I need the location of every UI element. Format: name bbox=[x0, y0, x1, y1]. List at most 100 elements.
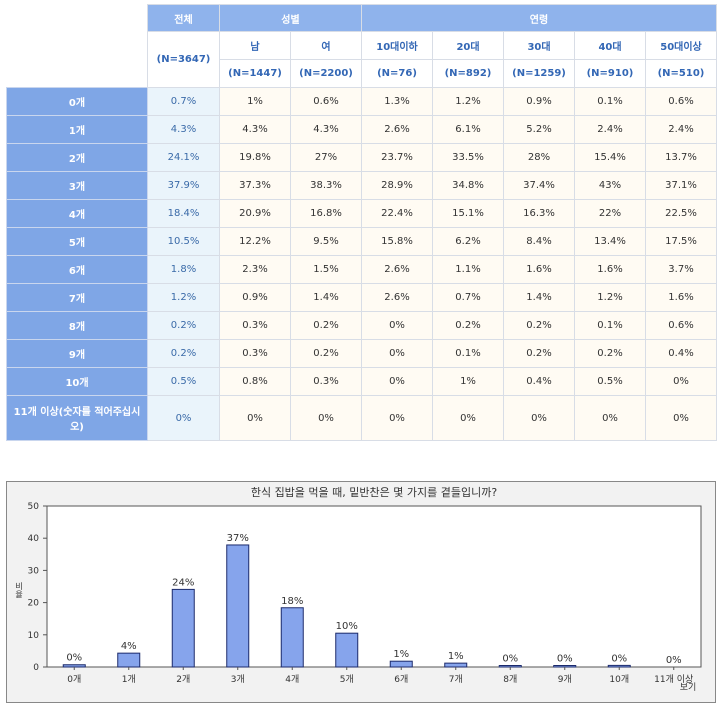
value-cell: 2.6% bbox=[361, 115, 433, 144]
value-cell: 0.1% bbox=[574, 311, 646, 340]
value-cell: 0.6% bbox=[290, 87, 362, 116]
table-row: 4개 18.4% 20.9% 16.8% 22.4% 15.1% 16.3% 22% 22.5% bbox=[6, 199, 717, 228]
value-cell: 0% bbox=[432, 395, 504, 441]
value-cell: 6.1% bbox=[432, 115, 504, 144]
column-sample-size: (N=1447) bbox=[219, 59, 291, 88]
bar bbox=[444, 662, 468, 668]
value-cell: 0.1% bbox=[574, 87, 646, 116]
total-cell: 37.9% bbox=[147, 171, 220, 200]
column-sample-size: (N=1259) bbox=[503, 59, 575, 88]
value-cell: 34.8% bbox=[432, 171, 504, 200]
value-cell: 38.3% bbox=[290, 171, 362, 200]
value-cell: 13.7% bbox=[645, 143, 717, 172]
value-cell: 5.2% bbox=[503, 115, 575, 144]
y-axis-label: 비율 bbox=[15, 582, 24, 598]
bar bbox=[498, 665, 522, 668]
row-label: 9개 bbox=[6, 339, 148, 368]
value-cell: 17.5% bbox=[645, 227, 717, 256]
value-cell: 0.8% bbox=[219, 367, 291, 396]
bar bbox=[280, 607, 304, 668]
data-label: 1% bbox=[393, 649, 409, 660]
bar bbox=[171, 588, 195, 668]
total-cell: 24.1% bbox=[147, 143, 220, 172]
x-tick-label: 0개 bbox=[67, 674, 81, 685]
row-label: 4개 bbox=[6, 199, 148, 228]
value-cell: 0.1% bbox=[432, 339, 504, 368]
x-tick-label: 5개 bbox=[340, 674, 354, 685]
value-cell: 0.2% bbox=[432, 311, 504, 340]
plot-area bbox=[46, 505, 702, 668]
value-cell: 1.4% bbox=[503, 283, 575, 312]
value-cell: 0% bbox=[290, 395, 362, 441]
data-label: 4% bbox=[121, 641, 137, 652]
x-tick-label: 7개 bbox=[449, 674, 463, 685]
value-cell: 20.9% bbox=[219, 199, 291, 228]
value-cell: 16.8% bbox=[290, 199, 362, 228]
table-row: 2개 24.1% 19.8% 27% 23.7% 33.5% 28% 15.4% 13.7% bbox=[6, 143, 717, 172]
table-row: 1개 4.3% 4.3% 4.3% 2.6% 6.1% 5.2% 2.4% 2.4% bbox=[6, 115, 717, 144]
value-cell: 28.9% bbox=[361, 171, 433, 200]
value-cell: 0% bbox=[361, 395, 433, 441]
data-label: 1% bbox=[448, 651, 464, 662]
column-sample-size: (N=76) bbox=[361, 59, 433, 88]
y-tick-label: 40 bbox=[28, 534, 40, 544]
total-cell: 0.2% bbox=[147, 339, 220, 368]
column-header: 40대 bbox=[574, 31, 646, 60]
value-cell: 0.2% bbox=[574, 339, 646, 368]
bar bbox=[117, 652, 141, 668]
value-cell: 0.3% bbox=[219, 311, 291, 340]
value-cell: 0.5% bbox=[574, 367, 646, 396]
value-cell: 8.4% bbox=[503, 227, 575, 256]
value-cell: 0.2% bbox=[290, 311, 362, 340]
table-row: 8개 0.2% 0.3% 0.2% 0% 0.2% 0.2% 0.1% 0.6% bbox=[6, 311, 717, 340]
table-row: 10개 0.5% 0.8% 0.3% 0% 1% 0.4% 0.5% 0% bbox=[6, 367, 717, 396]
value-cell: 1% bbox=[432, 367, 504, 396]
row-label: 2개 bbox=[6, 143, 148, 172]
total-cell: 0.5% bbox=[147, 367, 220, 396]
data-label: 10% bbox=[336, 621, 358, 632]
value-cell: 0.9% bbox=[503, 87, 575, 116]
total-cell: 10.5% bbox=[147, 227, 220, 256]
value-cell: 22.4% bbox=[361, 199, 433, 228]
value-cell: 3.7% bbox=[645, 255, 717, 284]
row-label: 11개 이상(숫자를 적어주십시오) bbox=[6, 395, 148, 441]
results-table: 전체 성별 연령 (N=3647) 남 여 10대이하 20대 30대 40대 50대이상 … bbox=[6, 4, 717, 441]
column-header: 남 bbox=[219, 31, 291, 60]
data-label: 0% bbox=[502, 654, 518, 665]
total-cell: 18.4% bbox=[147, 199, 220, 228]
column-sample-size: (N=892) bbox=[432, 59, 504, 88]
value-cell: 1.6% bbox=[503, 255, 575, 284]
value-cell: 22.5% bbox=[645, 199, 717, 228]
value-cell: 0.7% bbox=[432, 283, 504, 312]
data-label: 0% bbox=[66, 653, 82, 664]
value-cell: 1.6% bbox=[574, 255, 646, 284]
table-row: 0개 0.7% 1% 0.6% 1.3% 1.2% 0.9% 0.1% 0.6% bbox=[6, 87, 717, 116]
value-cell: 0% bbox=[361, 311, 433, 340]
value-cell: 1.5% bbox=[290, 255, 362, 284]
table-row: 9개 0.2% 0.3% 0.2% 0% 0.1% 0.2% 0.2% 0.4% bbox=[6, 339, 717, 368]
value-cell: 12.2% bbox=[219, 227, 291, 256]
value-cell: 9.5% bbox=[290, 227, 362, 256]
value-cell: 0.2% bbox=[503, 311, 575, 340]
value-cell: 4.3% bbox=[219, 115, 291, 144]
table-row: 5개 10.5% 12.2% 9.5% 15.8% 6.2% 8.4% 13.4% 17.5% bbox=[6, 227, 717, 256]
x-tick-label: 8개 bbox=[503, 674, 517, 685]
value-cell: 0.2% bbox=[503, 339, 575, 368]
value-cell: 2.6% bbox=[361, 255, 433, 284]
header-total: 전체 bbox=[147, 4, 220, 32]
x-tick-label: 11개 이상 bbox=[654, 674, 693, 685]
value-cell: 0.4% bbox=[645, 339, 717, 368]
x-tick-label: 6개 bbox=[394, 674, 408, 685]
total-cell: 1.8% bbox=[147, 255, 220, 284]
value-cell: 0% bbox=[361, 367, 433, 396]
bar bbox=[607, 664, 631, 668]
x-tick-label: 2개 bbox=[176, 674, 190, 685]
value-cell: 1.2% bbox=[432, 87, 504, 116]
value-cell: 1.4% bbox=[290, 283, 362, 312]
total-cell: 0.2% bbox=[147, 311, 220, 340]
bar bbox=[389, 660, 413, 668]
value-cell: 0.6% bbox=[645, 311, 717, 340]
value-cell: 33.5% bbox=[432, 143, 504, 172]
value-cell: 0% bbox=[574, 395, 646, 441]
table-row: 6개 1.8% 2.3% 1.5% 2.6% 1.1% 1.6% 1.6% 3.7% bbox=[6, 255, 717, 284]
